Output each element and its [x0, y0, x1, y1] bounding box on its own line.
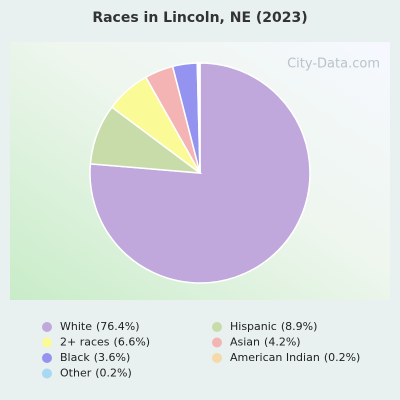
legend-value: (8.9%) — [281, 320, 318, 333]
legend-marker — [212, 322, 222, 332]
legend-value: (0.2%) — [95, 367, 132, 380]
pie-slice — [197, 62, 201, 174]
legend-marker — [212, 353, 222, 363]
legend-name: Hispanic — [230, 320, 277, 333]
legend-value: (0.2%) — [324, 351, 361, 364]
legend-marker — [42, 368, 52, 379]
legend-value: (76.4%) — [96, 320, 140, 333]
legend-value: (3.6%) — [94, 351, 131, 364]
legend-marker — [212, 337, 222, 348]
watermark: City-Data.com — [287, 57, 380, 72]
legend-label: American Indian (0.2%) — [230, 351, 360, 364]
pie — [89, 62, 311, 284]
legend-name: Black — [60, 351, 90, 364]
legend-name: American Indian — [230, 351, 320, 364]
legend-name: 2+ races — [60, 336, 110, 349]
legend-label: 2+ races (6.6%) — [60, 336, 150, 349]
legend-label: Asian (4.2%) — [230, 336, 301, 349]
legend-label: Black (3.6%) — [60, 351, 130, 364]
legend-value: (4.2%) — [264, 336, 301, 349]
legend-label: Other (0.2%) — [60, 367, 132, 380]
legend-name: Asian — [230, 336, 260, 349]
legend-label: White (76.4%) — [60, 320, 140, 333]
legend-name: Other — [60, 367, 92, 380]
legend-name: White — [60, 320, 92, 333]
legend-label: Hispanic (8.9%) — [230, 320, 317, 333]
legend-marker — [42, 322, 52, 332]
legend-value: (6.6%) — [114, 336, 151, 349]
legend-marker — [42, 337, 52, 348]
legend-marker — [42, 353, 52, 363]
chart-title: Races in Lincoln, NE (2023) — [92, 10, 307, 26]
legend: White (76.4%) Hispanic (8.9%) 2+ races (6.6%)… — [42, 320, 360, 380]
